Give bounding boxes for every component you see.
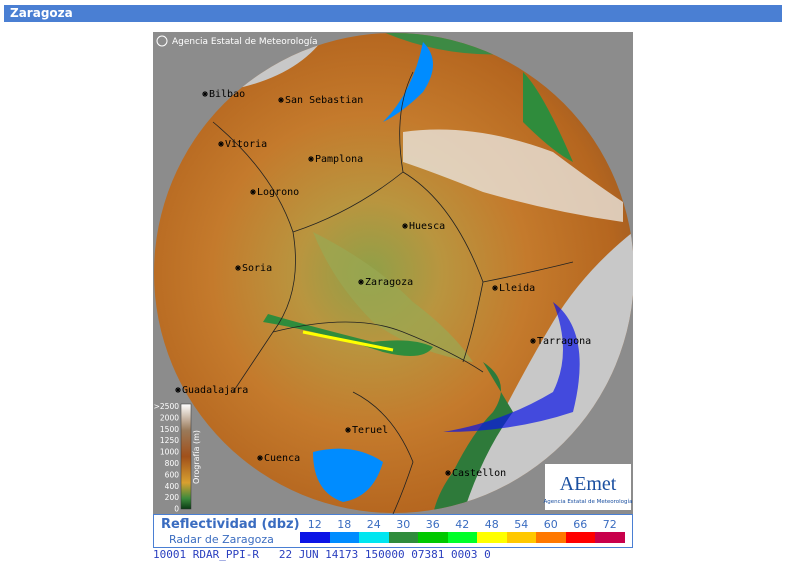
legend-swatch	[388, 532, 418, 543]
legend-swatch	[536, 532, 566, 543]
city-marker	[530, 338, 536, 344]
legend-swatch	[359, 532, 389, 543]
city-label: San Sebastian	[285, 95, 363, 106]
elevation-label: 200	[165, 493, 180, 502]
city-label: Lleida	[499, 283, 535, 294]
legend-level: 18	[329, 518, 359, 543]
city-marker	[235, 265, 241, 271]
city-label: Vitoria	[225, 139, 267, 150]
legend-swatch	[506, 532, 536, 543]
elevation-label: 600	[165, 470, 180, 479]
legend-level: 24	[359, 518, 389, 543]
city-marker	[218, 141, 224, 147]
legend-level: 30	[388, 518, 418, 543]
city-marker	[492, 285, 498, 291]
city-label: Cuenca	[264, 453, 300, 464]
legend-swatch	[477, 532, 507, 543]
city-label: Castellon	[452, 468, 506, 479]
legend-level-label: 48	[484, 518, 499, 531]
legend-level-label: 18	[337, 518, 352, 531]
elevation-scale	[180, 403, 192, 510]
copyright-symbol	[156, 35, 168, 47]
legend-level-label: 42	[455, 518, 470, 531]
status-line: 10001 RDAR_PPI-R 22 JUN 14173 150000 073…	[153, 548, 633, 562]
elevation-label: 1000	[160, 448, 179, 457]
elevation-label: 2000	[160, 413, 179, 422]
legend-level: 12	[300, 518, 330, 543]
city-label: Teruel	[352, 425, 388, 436]
legend-swatch	[595, 532, 625, 543]
legend-level: 66	[565, 518, 595, 543]
legend-level: 48	[477, 518, 507, 543]
radar-map: Bilbao San Sebastian Vitoria Pamplona Logron…	[153, 32, 633, 514]
city-marker	[445, 470, 451, 476]
elevation-label: 1250	[160, 436, 179, 445]
legend-level-label: 60	[543, 518, 558, 531]
city-label: Tarragona	[537, 336, 591, 347]
reflectivity-legend: Reflectividad (dbz) Radar de Zaragoza 12…	[153, 514, 633, 548]
city-label: Logrono	[257, 187, 299, 198]
legend-level-label: 30	[396, 518, 411, 531]
elevation-label: 1500	[160, 425, 179, 434]
legend-title: Reflectividad (dbz)	[161, 517, 300, 532]
legend-level-label: 54	[514, 518, 529, 531]
legend-swatch	[329, 532, 359, 543]
city-label: Guadalajara	[182, 385, 248, 396]
legend-swatch	[418, 532, 448, 543]
radar-echoes	[263, 42, 580, 502]
legend-swatch	[447, 532, 477, 543]
city-marker	[308, 156, 314, 162]
legend-level: 60	[536, 518, 566, 543]
city-label: Soria	[242, 263, 272, 274]
header-title: Zaragoza	[10, 6, 73, 20]
copyright-text: Agencia Estatal de Meteorología	[172, 37, 318, 47]
elevation-label: >2500	[154, 402, 180, 411]
elevation-title: Orografía (m)	[192, 430, 201, 484]
province-borders	[212, 71, 574, 514]
logo: AEmet	[560, 473, 617, 495]
city-label: Huesca	[409, 221, 445, 232]
city-marker	[278, 97, 284, 103]
city-marker	[402, 223, 408, 229]
legend-level: 72	[595, 518, 625, 543]
legend-level-label: 12	[307, 518, 322, 531]
city-marker	[358, 279, 364, 285]
legend-level: 42	[447, 518, 477, 543]
legend-level: 36	[418, 518, 448, 543]
city-marker	[345, 427, 351, 433]
city-label: Zaragoza	[365, 277, 413, 288]
legend-swatch	[565, 532, 595, 543]
legend-level-label: 72	[602, 518, 617, 531]
legend-level-label: 66	[573, 518, 588, 531]
elevation-label: 800	[165, 459, 180, 468]
header-bar: Zaragoza	[4, 5, 782, 22]
logo-box	[545, 464, 631, 510]
city-label: Pamplona	[315, 154, 363, 165]
city-marker	[257, 455, 263, 461]
city-labels: Bilbao San Sebastian Vitoria Pamplona Logron…	[175, 89, 591, 479]
logo-caption: Agencia Estatal de Meteorología	[544, 498, 633, 505]
legend-level: 54	[506, 518, 536, 543]
elevation-label: 0	[174, 505, 179, 514]
legend-swatch	[300, 532, 330, 543]
city-marker	[202, 91, 208, 97]
city-label: Bilbao	[209, 89, 245, 100]
legend-level-label: 36	[425, 518, 440, 531]
elevation-label: 400	[165, 482, 180, 491]
city-marker	[250, 189, 256, 195]
legend-subtitle: Radar de Zaragoza	[169, 533, 274, 546]
legend-level-label: 24	[366, 518, 381, 531]
city-marker	[175, 387, 181, 393]
